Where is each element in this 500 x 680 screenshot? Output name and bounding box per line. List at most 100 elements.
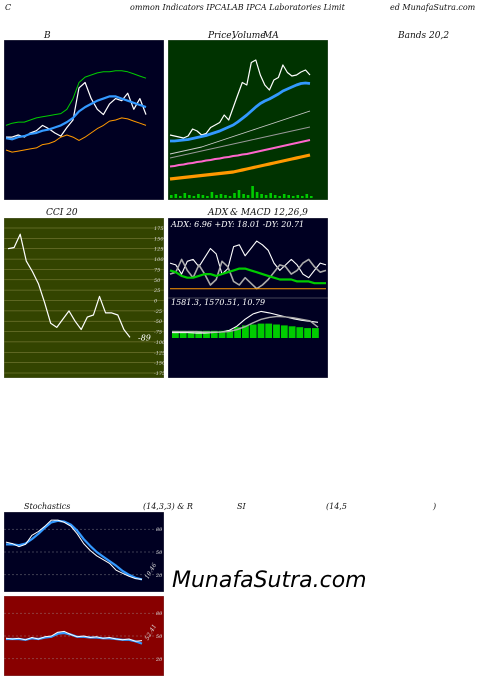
adx-line-white <box>169 240 327 279</box>
volume-bar <box>255 192 259 198</box>
macd-hist-bar <box>218 330 226 338</box>
cci-tick-label: -150 <box>154 361 164 367</box>
volume-bar <box>210 192 214 198</box>
bollinger-panel <box>4 40 164 200</box>
volume-bar <box>260 194 263 198</box>
cci-tick-label: -50 <box>154 319 163 325</box>
cci-tick-label: 50 <box>154 278 161 284</box>
stochastics-panel: 80 50 20 19.46 <box>4 512 164 592</box>
macd-hist-bar <box>296 327 304 338</box>
macd-hist-bar <box>280 325 288 338</box>
volume-bar <box>296 195 300 198</box>
price-title: Price, <box>208 31 235 41</box>
volume-bar <box>174 194 178 198</box>
rsi-title-2: (14,5 <box>326 502 347 511</box>
bollinger-line-blue <box>5 95 147 141</box>
stochastics-tick-label: 80 <box>156 527 163 533</box>
adx-line-gray <box>169 258 327 290</box>
macd-hist-bar <box>249 324 257 338</box>
volume-bar <box>197 194 200 198</box>
volume-bar <box>215 195 218 198</box>
bollinger-background <box>4 40 164 200</box>
macd-hist-bar <box>210 330 218 338</box>
volume-bar <box>251 186 254 198</box>
price-ma-chart <box>168 40 328 200</box>
macd-hist-bar <box>234 327 241 338</box>
cci-tick-label: 150 <box>154 236 164 242</box>
macd-chart <box>168 298 328 378</box>
macd-hist-bar <box>226 329 234 338</box>
volume-bar <box>183 193 187 198</box>
cci-panel: 175 150 125 100 75 50 25 0 -25 -50 -75 -100 -125 -150… <box>4 218 164 378</box>
price-ma-line-white <box>169 59 311 139</box>
cci-background <box>4 218 164 378</box>
ma-title: MA <box>263 31 279 41</box>
volume-bar <box>305 194 309 198</box>
macd-hist-bar <box>242 325 249 338</box>
macd-signal-line <box>172 315 319 333</box>
rsi-title-3: ) <box>433 502 437 511</box>
volume-bar <box>192 196 196 198</box>
macd-line <box>172 310 319 334</box>
cci-tick-label: -175 <box>154 371 164 377</box>
cci-last-value: -89 <box>138 333 151 342</box>
rsi-tick-label: 20 <box>155 657 163 663</box>
bollinger-line-orange <box>5 117 147 153</box>
cci-tick-label: 125 <box>154 247 164 253</box>
rsi-title-1: SI <box>237 502 246 511</box>
adx-title-1: ADX <box>208 208 229 218</box>
header-middle: ommon Indicators IPCALAB IPCA Laboratori… <box>130 3 345 12</box>
volume-bar <box>264 195 268 198</box>
macd-panel: 1581.3, 1570.51, 10.79 <box>168 298 328 378</box>
volume-bar <box>201 195 205 198</box>
cci-line <box>7 233 131 338</box>
rsi-tick-label: 50 <box>156 634 163 640</box>
volume-bar <box>291 196 295 198</box>
volume-bar <box>228 196 232 198</box>
cci-tick-label: -125 <box>154 350 164 356</box>
volume-bar <box>278 196 281 198</box>
volume-title: Volume <box>232 31 266 41</box>
volume-bar <box>188 195 191 198</box>
macd-hist-bar <box>312 328 319 338</box>
price-ma-line-blue <box>170 81 311 143</box>
macd-hist-bar <box>304 328 311 338</box>
cci-tick-label: 0 <box>154 299 158 305</box>
macd-hist-bar <box>187 330 195 338</box>
volume-bar <box>242 194 245 198</box>
cci-tick-label: 25 <box>153 288 160 294</box>
adx-chart <box>168 218 328 298</box>
cci-title: CCI 20 <box>46 208 78 218</box>
macd-hist-bar <box>273 324 280 338</box>
adx-panel: ADX: 6.96 +DY: 18.01 -DY: 20.71 <box>168 218 328 298</box>
price-ma-line-gray2 <box>169 126 311 159</box>
volume-bar <box>233 193 236 198</box>
price-ma-line-gray1 <box>169 110 311 155</box>
price-ma-line-orange <box>169 153 311 181</box>
cci-chart: 175 150 125 100 75 50 25 0 -25 -50 -75 -100 -125 -150… <box>4 218 164 378</box>
volume-bar <box>273 195 277 198</box>
rsi-line-white <box>5 630 143 642</box>
stochastics-tick-label: 20 <box>155 573 163 579</box>
adx-title-2: & MACD 12,26,9 <box>230 208 308 218</box>
bollinger-chart <box>4 40 164 200</box>
volume-bar <box>237 190 241 198</box>
header-right: ed MunafaSutra.com <box>390 3 476 12</box>
volume-bar <box>269 193 272 198</box>
volume-bar <box>287 195 290 198</box>
stochastics-line-white <box>5 519 143 580</box>
header-left: C <box>5 3 12 12</box>
bollinger-line-green <box>5 70 147 126</box>
cci-tick-label: -25 <box>154 309 162 315</box>
volume-bar <box>170 195 173 198</box>
watermark: MunafaSutra.com <box>172 568 367 593</box>
volume-bar <box>224 195 227 198</box>
cci-tick-label: -100 <box>154 340 164 346</box>
bb-title: B <box>44 31 51 41</box>
macd-hist-bar <box>172 330 179 338</box>
cci-tick-label: 175 <box>154 226 164 232</box>
stoch-title-2: (14,3,3) & R <box>143 502 193 511</box>
macd-hist-bar <box>265 323 273 338</box>
